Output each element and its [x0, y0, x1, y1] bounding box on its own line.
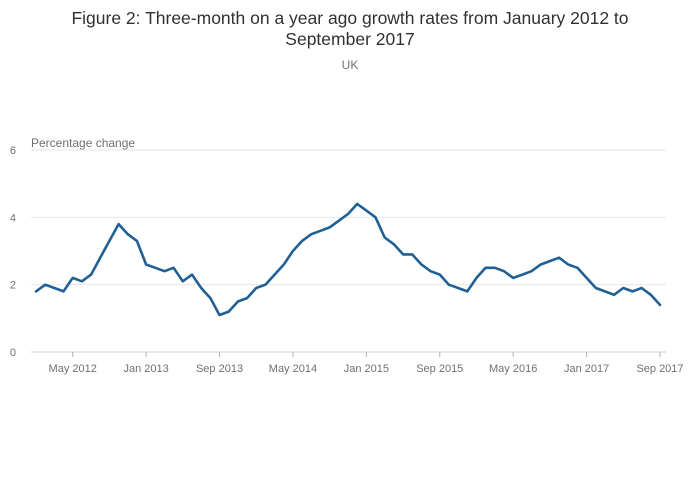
- x-axis: May 2012 Jan 2013 Sep 2013 May 2014 Jan 2015…: [49, 352, 684, 375]
- y-tick-label: 0: [10, 347, 16, 359]
- x-tick-label: May 2012: [49, 363, 97, 375]
- y-axis-title: Percentage change: [31, 136, 135, 150]
- y-tick-label: 6: [10, 145, 16, 157]
- chart-title: Figure 2: Three-month on a year ago grow…: [0, 8, 700, 50]
- chart-title-line-1: Figure 2: Three-month on a year ago grow…: [71, 8, 629, 28]
- gridlines: [31, 149, 666, 353]
- y-tick-label: 2: [10, 280, 16, 292]
- x-tick-label: May 2016: [489, 363, 537, 375]
- y-axis-ticks: 0 2 4 6: [10, 145, 16, 359]
- x-tick-label: May 2014: [269, 363, 317, 375]
- x-tick-label: Sep 2015: [416, 363, 463, 375]
- y-tick-label: 4: [10, 212, 16, 224]
- x-tick-label: Jan 2013: [123, 363, 168, 375]
- x-tick-label: Sep 2013: [196, 363, 243, 375]
- series-line: [34, 202, 662, 317]
- x-tick-label: Sep 2017: [636, 363, 683, 375]
- x-tick-label: Jan 2015: [344, 363, 389, 375]
- chart-title-line-2: September 2017: [285, 29, 415, 49]
- x-tick-label: Jan 2017: [564, 363, 609, 375]
- chart-subtitle: UK: [341, 58, 359, 72]
- series-group: [34, 202, 662, 317]
